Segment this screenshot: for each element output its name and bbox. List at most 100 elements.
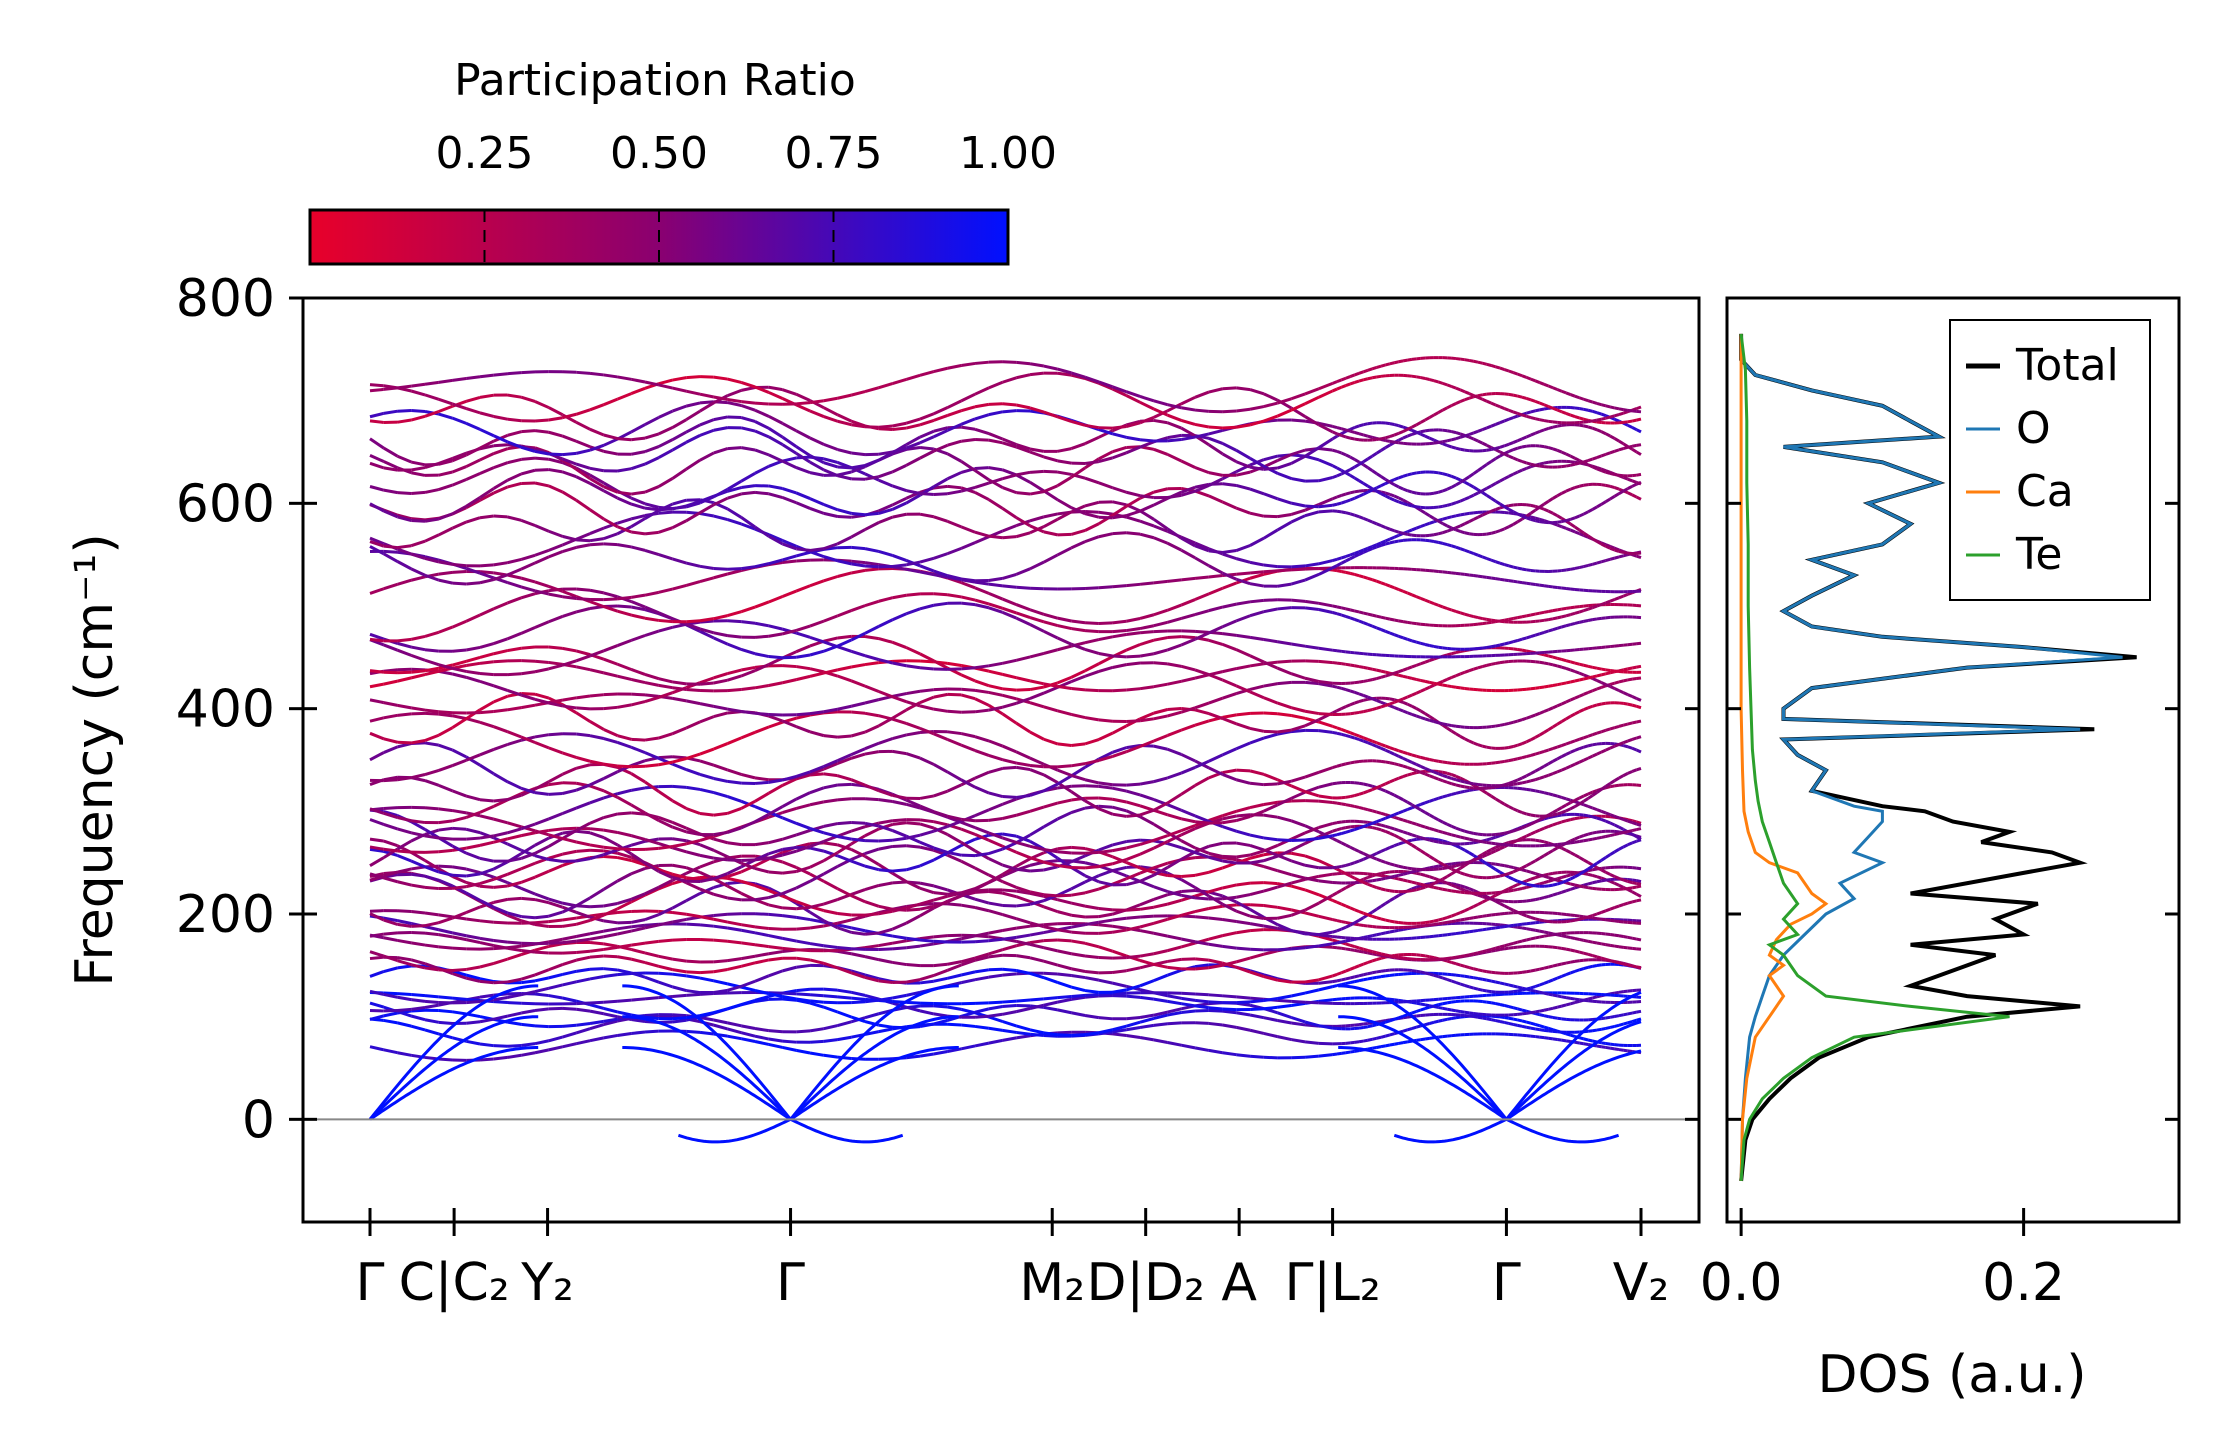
band-segment <box>823 831 838 838</box>
band-segment <box>1455 918 1461 923</box>
band-segment <box>534 733 550 739</box>
band-segment <box>1451 833 1457 838</box>
band-segment <box>1609 784 1615 789</box>
band-segment <box>878 838 893 843</box>
band-segment <box>1332 684 1338 689</box>
band-segment <box>1341 977 1347 982</box>
band-segment <box>864 724 880 734</box>
band-segment <box>1070 712 1086 720</box>
band-segment <box>534 920 549 925</box>
band-segment <box>1112 746 1127 754</box>
band-segment <box>1002 935 1017 941</box>
band-segment <box>837 782 852 787</box>
band-segment <box>1332 833 1338 838</box>
band-segment <box>1442 683 1448 688</box>
band-segment <box>1618 934 1624 939</box>
band-segment <box>891 829 907 838</box>
band-segment <box>1222 918 1237 923</box>
band-segment <box>589 668 605 675</box>
band-segment <box>1631 890 1638 896</box>
band-segment <box>1336 940 1342 945</box>
band-segment <box>465 938 481 945</box>
band-segment <box>1208 1009 1223 1013</box>
band-segment <box>1578 708 1585 714</box>
band-segment <box>1446 780 1453 786</box>
band-segment <box>795 821 811 830</box>
band-segment <box>1332 972 1338 978</box>
band-segment <box>1499 800 1506 806</box>
band-segment <box>1181 1009 1196 1015</box>
band-segment <box>1428 768 1435 774</box>
band-segment <box>1521 1011 1527 1016</box>
band-segment <box>1407 831 1413 837</box>
band-segment <box>1631 746 1638 752</box>
band-segment <box>1249 769 1265 776</box>
band-segment <box>452 931 467 938</box>
band-segment <box>1125 879 1141 887</box>
band-segment <box>1570 840 1576 845</box>
band-segment <box>562 1031 577 1039</box>
band-segment <box>1276 848 1292 858</box>
band-segment <box>781 719 797 729</box>
band-segment <box>1525 832 1532 838</box>
band-segment <box>1349 906 1356 912</box>
band-segment <box>1071 891 1086 897</box>
band-segment <box>1424 717 1430 722</box>
band-segment <box>1561 946 1567 951</box>
band-segment <box>521 703 536 710</box>
band-segment <box>947 730 962 736</box>
band-segment <box>1263 844 1279 853</box>
band-segment <box>1236 841 1251 847</box>
band-segment <box>1557 946 1562 950</box>
band-segment <box>1455 883 1461 888</box>
band-segment <box>823 841 838 847</box>
band-segment <box>1552 814 1558 819</box>
band-segment <box>1098 755 1113 762</box>
band-segment <box>1556 820 1563 825</box>
band-segment <box>438 764 454 772</box>
band-segment <box>1402 1015 1408 1020</box>
band-segment <box>1236 929 1251 935</box>
band-segment <box>851 820 866 825</box>
band-segment <box>1084 1031 1100 1037</box>
band-segment <box>1354 680 1360 685</box>
band-segment <box>851 710 866 715</box>
band-segment <box>1482 988 1488 993</box>
band-segment <box>754 884 770 892</box>
band-segment <box>630 839 646 847</box>
band-segment <box>1235 829 1251 837</box>
band-segment <box>1263 949 1278 956</box>
band-segment <box>1098 1028 1113 1035</box>
band-segment <box>1535 838 1540 843</box>
band-segment <box>1084 874 1100 884</box>
band-segment <box>424 921 440 928</box>
band-segment <box>1530 1021 1536 1026</box>
band-segment <box>548 901 563 909</box>
band-segment <box>1583 803 1589 808</box>
band-segment <box>988 967 1003 972</box>
band-segment <box>1362 880 1369 886</box>
band-segment <box>1627 770 1633 775</box>
band-segment <box>1001 744 1017 754</box>
band-segment <box>1583 673 1589 679</box>
band-segment <box>1455 981 1461 986</box>
band-segment <box>1263 924 1278 930</box>
band-segment <box>1367 854 1373 859</box>
band-segment <box>520 851 536 860</box>
band-segment <box>1194 915 1209 920</box>
band-segment <box>644 923 660 930</box>
band-segment <box>575 1039 591 1046</box>
band-segment <box>988 847 1004 855</box>
band-segment <box>1194 673 1210 680</box>
band-segment <box>906 907 921 912</box>
band-segment <box>1043 905 1059 914</box>
band-segment <box>1385 1043 1391 1048</box>
band-segment <box>1538 765 1545 771</box>
band-segment <box>1635 835 1642 841</box>
band-segment <box>1380 974 1386 979</box>
band-segment <box>369 847 384 853</box>
band-segment <box>1596 859 1603 865</box>
band-segment <box>1446 1007 1452 1012</box>
band-segment <box>1029 844 1045 851</box>
band-segment <box>1384 899 1391 905</box>
